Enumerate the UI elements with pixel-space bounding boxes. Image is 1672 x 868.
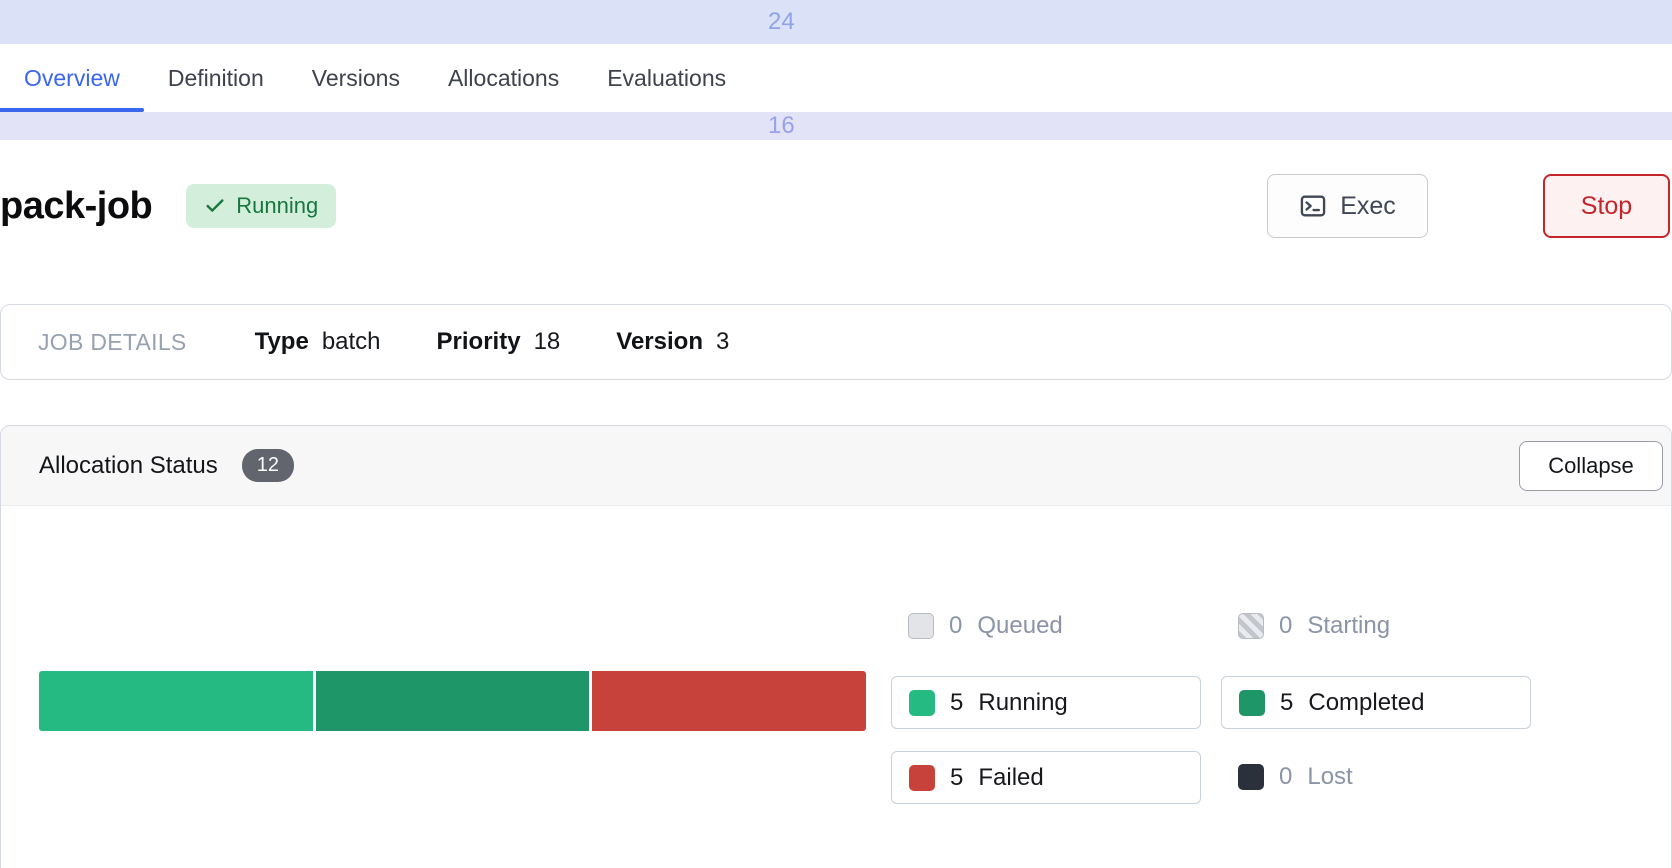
job-details-section-label: JOB DETAILS bbox=[38, 328, 187, 355]
running-count: 5 bbox=[950, 688, 964, 716]
allocation-status-body: 0 Queued 0 Starting 5 Running 5 Complete… bbox=[1, 506, 1671, 868]
spacing-value-24: 24 bbox=[768, 8, 795, 35]
stop-button-label: Stop bbox=[1580, 191, 1633, 220]
queued-count: 0 bbox=[949, 612, 963, 639]
legend-item-running[interactable]: 5 Running bbox=[891, 676, 1201, 729]
spacing-band-16: 16 bbox=[0, 112, 1672, 140]
failed-swatch-icon bbox=[909, 764, 935, 791]
check-icon bbox=[206, 199, 224, 212]
status-badge-label: Running bbox=[236, 193, 319, 218]
exec-button-label: Exec bbox=[1340, 191, 1396, 220]
lost-label: Lost bbox=[1307, 763, 1353, 790]
spacing-band-24: 24 bbox=[0, 0, 1672, 44]
job-priority-label: Priority bbox=[436, 328, 521, 355]
collapse-button-label: Collapse bbox=[1548, 452, 1634, 478]
stop-button[interactable]: Stop bbox=[1543, 174, 1670, 238]
tab-versions[interactable]: Versions bbox=[311, 64, 400, 91]
starting-swatch-icon bbox=[1238, 613, 1264, 639]
allocation-bar bbox=[39, 671, 867, 731]
lost-swatch-icon bbox=[1238, 764, 1264, 790]
page-title: pack-job bbox=[0, 184, 153, 227]
status-badge: Running bbox=[186, 184, 337, 228]
starting-count: 0 bbox=[1279, 612, 1293, 639]
terminal-icon bbox=[1300, 195, 1326, 217]
queued-label: Queued bbox=[977, 612, 1063, 639]
job-type-value: batch bbox=[321, 328, 381, 355]
allocation-status-title: Allocation Status bbox=[39, 451, 218, 479]
failed-label: Failed bbox=[978, 763, 1044, 791]
allocation-bar-segment-completed[interactable] bbox=[315, 671, 590, 731]
tab-overview[interactable]: Overview bbox=[0, 44, 144, 112]
tab-definition[interactable]: Definition bbox=[167, 64, 264, 91]
allocation-status-panel: Allocation Status 12 Collapse 0 Queued 0… bbox=[0, 425, 1672, 868]
starting-label: Starting bbox=[1307, 612, 1391, 639]
allocation-status-header: Allocation Status 12 Collapse bbox=[1, 426, 1671, 506]
allocation-count-badge: 12 bbox=[241, 449, 295, 482]
completed-label: Completed bbox=[1308, 688, 1425, 716]
job-version-value: 3 bbox=[715, 328, 730, 355]
lost-count: 0 bbox=[1279, 763, 1293, 790]
legend-item-queued: 0 Queued bbox=[891, 608, 1201, 644]
job-version-label: Version bbox=[616, 328, 703, 355]
completed-swatch-icon bbox=[1239, 689, 1265, 716]
legend-item-completed[interactable]: 5 Completed bbox=[1221, 676, 1531, 729]
job-version-field: Version 3 bbox=[616, 328, 729, 356]
running-label: Running bbox=[978, 688, 1068, 716]
job-details-fields: Type batch Priority 18 Version 3 bbox=[255, 328, 730, 356]
allocation-bar-segment-running[interactable] bbox=[39, 671, 313, 731]
tab-evaluations[interactable]: Evaluations bbox=[607, 64, 727, 91]
job-header: pack-job Running Exec Stop bbox=[0, 140, 1672, 272]
job-priority-field: Priority 18 bbox=[437, 328, 561, 356]
job-tab-bar: Overview Definition Versions Allocations… bbox=[0, 44, 1672, 112]
legend-item-lost: 0 Lost bbox=[1221, 759, 1531, 795]
spacing-value-16: 16 bbox=[768, 112, 795, 139]
running-swatch-icon bbox=[909, 689, 935, 716]
job-details-panel: JOB DETAILS Type batch Priority 18 Versi… bbox=[0, 304, 1672, 380]
queued-swatch-icon bbox=[908, 613, 934, 639]
completed-count: 5 bbox=[1280, 688, 1294, 716]
allocation-bar-segment-failed[interactable] bbox=[592, 671, 867, 731]
legend-item-failed[interactable]: 5 Failed bbox=[891, 751, 1201, 804]
exec-button[interactable]: Exec bbox=[1267, 174, 1428, 238]
failed-count: 5 bbox=[950, 763, 964, 791]
tab-allocations[interactable]: Allocations bbox=[447, 64, 560, 91]
job-type-field: Type batch bbox=[255, 328, 381, 356]
job-priority-value: 18 bbox=[533, 328, 561, 355]
collapse-button[interactable]: Collapse bbox=[1519, 440, 1663, 491]
legend-item-starting: 0 Starting bbox=[1221, 608, 1531, 644]
job-type-label: Type bbox=[254, 328, 309, 355]
